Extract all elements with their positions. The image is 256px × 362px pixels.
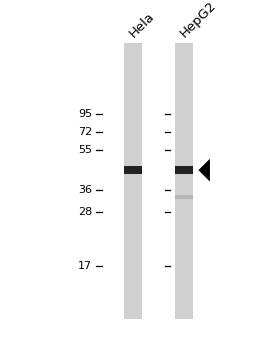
Bar xyxy=(175,195,193,199)
Polygon shape xyxy=(198,159,210,181)
Text: Hela: Hela xyxy=(126,9,157,40)
Text: 17: 17 xyxy=(78,261,92,271)
Text: 95: 95 xyxy=(78,109,92,119)
Text: HepG2: HepG2 xyxy=(178,0,219,40)
Text: 55: 55 xyxy=(78,145,92,155)
Text: 28: 28 xyxy=(78,207,92,217)
Bar xyxy=(124,43,142,319)
Bar xyxy=(175,43,193,319)
Text: 36: 36 xyxy=(78,185,92,195)
Bar xyxy=(175,166,193,174)
Text: 72: 72 xyxy=(78,127,92,137)
Bar xyxy=(124,166,142,174)
